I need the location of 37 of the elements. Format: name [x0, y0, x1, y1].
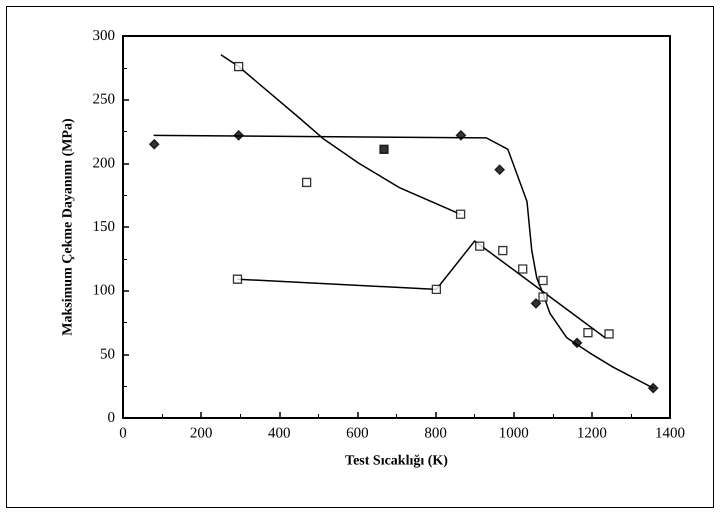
point	[572, 338, 582, 348]
point	[379, 144, 389, 154]
point	[232, 274, 242, 284]
point	[498, 246, 508, 256]
point	[432, 284, 442, 294]
x-tick-label: 1200	[576, 426, 607, 442]
x-tick-label: 200	[190, 426, 212, 442]
point	[648, 382, 658, 394]
point	[475, 241, 484, 251]
y-tick-label: 300	[92, 28, 115, 44]
y-tick-label: 50	[100, 346, 115, 362]
y-tick-label: 100	[92, 282, 115, 299]
y-tick-label: 200	[92, 155, 115, 172]
point	[234, 130, 244, 140]
x-tick-label: 800	[424, 426, 447, 442]
x-axis-title: Test Sıcaklığı (K)	[345, 454, 448, 468]
point	[604, 329, 614, 339]
point	[456, 210, 466, 219]
point	[149, 139, 160, 150]
point	[530, 298, 542, 309]
x-tick-label: 0	[119, 426, 127, 442]
point	[583, 328, 593, 338]
point	[234, 62, 244, 72]
x-tick-label: 1400	[655, 426, 685, 442]
point	[456, 130, 466, 140]
y-axis-title: Maksimum Çekme Dayanımı (MPa)	[60, 118, 76, 336]
point	[538, 292, 548, 302]
point	[302, 178, 312, 188]
point	[518, 264, 528, 274]
y-tick-label: 250	[92, 92, 115, 108]
x-tick-label: 1000	[498, 426, 529, 442]
point	[494, 164, 505, 175]
x-tick-label: 600	[346, 426, 369, 442]
y-tick-label: 150	[92, 219, 115, 235]
x-tick-label: 400	[268, 426, 291, 442]
point	[538, 276, 548, 286]
y-tick-label: 0	[108, 410, 115, 426]
